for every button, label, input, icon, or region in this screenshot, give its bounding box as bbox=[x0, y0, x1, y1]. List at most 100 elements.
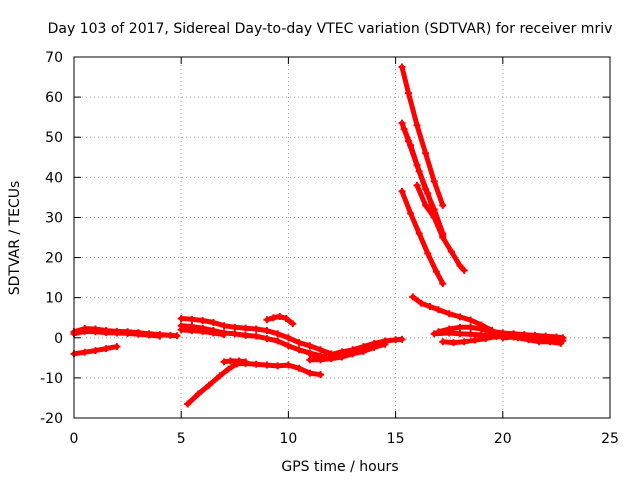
data-point bbox=[439, 234, 447, 241]
data-point bbox=[156, 332, 164, 340]
axes: 0 5 10 15 20 25 -20 -10 0 10 20 30 40 50 60 70 bbox=[40, 50, 619, 447]
data-point bbox=[199, 327, 207, 335]
data-point bbox=[327, 355, 335, 363]
data-point bbox=[482, 335, 490, 343]
data-point bbox=[439, 338, 447, 346]
data-point bbox=[269, 314, 277, 322]
data-point bbox=[220, 322, 228, 330]
data-point bbox=[434, 306, 442, 314]
data-point bbox=[415, 167, 423, 175]
data-point bbox=[184, 400, 192, 408]
data-point bbox=[467, 323, 475, 331]
data-point bbox=[282, 315, 290, 323]
data-point bbox=[242, 331, 250, 339]
data-point bbox=[306, 369, 314, 377]
data-point bbox=[145, 331, 153, 339]
data-point bbox=[407, 141, 415, 149]
data-point bbox=[252, 332, 260, 340]
data-point bbox=[231, 323, 239, 331]
series-layer bbox=[70, 63, 567, 408]
x-tick-label: 15 bbox=[387, 431, 405, 447]
data-point bbox=[295, 364, 303, 372]
grid bbox=[74, 57, 610, 418]
data-point bbox=[460, 338, 468, 346]
data-point bbox=[398, 187, 406, 195]
data-point bbox=[220, 331, 228, 339]
data-point bbox=[284, 334, 292, 342]
data-point bbox=[173, 332, 181, 340]
data-point bbox=[242, 324, 250, 332]
series-trace-10 bbox=[307, 336, 405, 360]
y-tick-label: 40 bbox=[45, 170, 63, 186]
data-point bbox=[557, 339, 565, 347]
data-point bbox=[317, 356, 325, 364]
data-point bbox=[284, 361, 292, 369]
data-point bbox=[398, 63, 406, 71]
data-point bbox=[124, 329, 132, 337]
y-tick-label: 30 bbox=[45, 210, 63, 226]
y-tick-label: 20 bbox=[45, 251, 63, 267]
data-point bbox=[370, 343, 378, 351]
data-point bbox=[81, 348, 89, 356]
y-tick-label: 50 bbox=[45, 130, 63, 146]
data-point bbox=[284, 342, 292, 350]
data-point bbox=[209, 329, 217, 337]
chart-title: Day 103 of 2017, Sidereal Day-to-day VTE… bbox=[48, 21, 613, 37]
data-point bbox=[274, 362, 282, 370]
data-point bbox=[381, 340, 389, 348]
data-point bbox=[252, 360, 260, 368]
data-point bbox=[439, 280, 447, 288]
data-point bbox=[417, 299, 425, 307]
data-point bbox=[194, 390, 202, 398]
data-point bbox=[400, 125, 408, 133]
data-point bbox=[274, 330, 282, 338]
data-point bbox=[113, 329, 121, 337]
data-point bbox=[552, 337, 560, 345]
data-point bbox=[409, 293, 417, 301]
plot-frame bbox=[73, 56, 611, 419]
data-point bbox=[263, 335, 271, 343]
y-axis-label: SDTVAR / TECUs bbox=[7, 181, 23, 296]
data-point bbox=[349, 350, 357, 358]
data-point bbox=[295, 346, 303, 354]
data-point bbox=[445, 310, 453, 318]
y-tick-label: -10 bbox=[40, 371, 63, 387]
data-point bbox=[81, 327, 89, 335]
data-point bbox=[91, 347, 99, 355]
data-point bbox=[424, 189, 432, 197]
data-point bbox=[289, 320, 297, 328]
data-point bbox=[456, 323, 464, 331]
data-point bbox=[242, 358, 250, 366]
data-point bbox=[306, 350, 314, 358]
data-point bbox=[407, 209, 415, 217]
data-point bbox=[263, 327, 271, 335]
data-point bbox=[205, 381, 213, 389]
y-tick-label: 10 bbox=[45, 291, 63, 307]
data-point bbox=[477, 325, 485, 333]
data-point bbox=[531, 334, 539, 342]
data-point bbox=[449, 339, 457, 347]
data-point bbox=[216, 372, 224, 380]
data-point bbox=[338, 353, 346, 361]
data-point bbox=[188, 315, 196, 323]
data-point bbox=[276, 313, 284, 321]
data-point bbox=[227, 357, 235, 365]
data-point bbox=[460, 266, 468, 274]
data-point bbox=[404, 89, 412, 97]
series-trace-15 bbox=[399, 188, 446, 287]
data-point bbox=[471, 336, 479, 344]
data-point bbox=[467, 316, 475, 324]
data-point bbox=[306, 342, 314, 350]
data-point bbox=[113, 343, 121, 351]
x-tick-label: 10 bbox=[279, 431, 297, 447]
data-point bbox=[220, 358, 228, 366]
data-point bbox=[413, 181, 421, 189]
data-point bbox=[295, 339, 303, 347]
data-point bbox=[422, 201, 430, 209]
data-point bbox=[235, 357, 243, 365]
data-point bbox=[398, 335, 406, 343]
data-point bbox=[432, 268, 440, 276]
y-tick-label: -20 bbox=[40, 411, 63, 427]
